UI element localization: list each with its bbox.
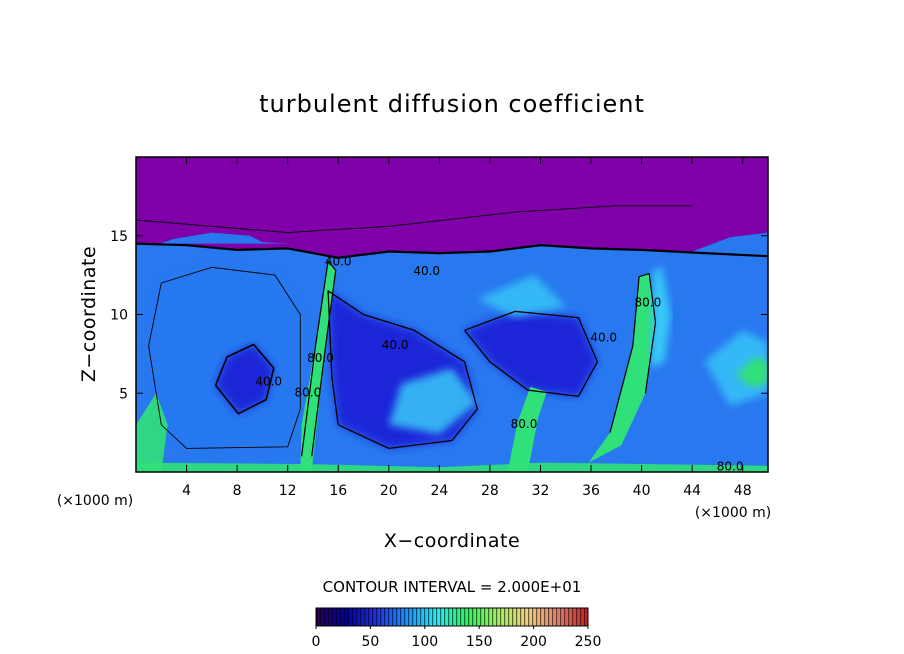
contour-label: 80.0	[717, 459, 744, 473]
x-tick-label: 12	[279, 483, 297, 499]
contour-interval: CONTOUR INTERVAL = 2.000E+01	[323, 578, 582, 596]
right-green-blob	[736, 357, 768, 387]
right-cyan	[704, 330, 768, 406]
field-shapes	[136, 232, 768, 472]
x-tick-label: 44	[683, 483, 701, 499]
x-tick-label: 16	[329, 483, 347, 499]
contour-label: 40.0	[325, 255, 352, 269]
contour-lines	[136, 205, 768, 457]
chart-title: turbulent diffusion coefficient	[259, 90, 645, 118]
colorbar-frame	[315, 607, 589, 627]
colorbar-tick-label: 100	[411, 634, 438, 650]
y-tick-label: 5	[119, 386, 128, 402]
contour-label: 40.0	[382, 338, 409, 352]
plume-left	[300, 260, 336, 472]
contour-label: 40.0	[255, 374, 282, 388]
x-tick-label: 28	[481, 483, 499, 499]
upper-patch-right	[692, 232, 768, 257]
contour-top-boundary	[136, 242, 768, 259]
x-tick-label: 48	[734, 483, 752, 499]
contour-plume-right	[609, 273, 657, 433]
central-cyan	[388, 368, 478, 435]
contour-upper-wisp	[136, 205, 693, 234]
colorbar: 0 50 100 150 200 250	[312, 607, 602, 650]
colorbar-ticks: 0 50 100 150 200 250	[312, 626, 602, 650]
ground-layer	[136, 462, 768, 472]
x-tick-label: 36	[582, 483, 600, 499]
colorbar-tick-label: 50	[361, 634, 379, 650]
contour-label: 80.0	[635, 296, 662, 310]
x-tick-label: 24	[430, 483, 448, 499]
x-tick-label: 8	[233, 483, 242, 499]
upper-patch-left	[136, 232, 288, 252]
x-unit-right: (×1000 m)	[695, 505, 771, 521]
plot-area	[136, 157, 768, 472]
contour-left-core	[214, 343, 275, 415]
x-tick-label: 4	[182, 483, 191, 499]
contour-label: 40.0	[413, 264, 440, 278]
y-axis: 5 10 15	[110, 229, 768, 402]
colorbar-tick-label: 150	[466, 634, 493, 650]
upper-cyan	[477, 275, 566, 318]
contour-label: 80.0	[307, 351, 334, 365]
colorbar-tick-label: 200	[520, 634, 547, 650]
y-tick-label: 15	[110, 229, 128, 245]
x-tick-label: 40	[633, 483, 651, 499]
left-vortex	[148, 267, 301, 449]
contour-plume-left	[301, 260, 337, 457]
x-axis: 4 8 12 16 20 24 28 32 36 40 44 48	[182, 157, 752, 499]
colorbar-tick-label: 250	[575, 634, 602, 650]
left-vortex-core	[215, 344, 274, 414]
colorbar-stripes	[316, 608, 588, 626]
x-axis-label: X−coordinate	[384, 530, 520, 552]
contour-central-vortex	[327, 290, 478, 450]
contour-labels: 40.0 40.0 40.0 40.0 40.0 80.0 80.0 80.0 80.0 80.0	[255, 255, 743, 474]
contour-label: 80.0	[295, 385, 322, 399]
plume-right	[588, 273, 656, 463]
plume-right-edge	[650, 267, 671, 369]
contour-right-vortex	[464, 310, 599, 398]
contour-left-vortex	[148, 266, 301, 449]
contour-label: 40.0	[590, 330, 617, 344]
y-tick-label: 10	[110, 308, 128, 324]
right-vortex	[464, 311, 598, 397]
x-tick-label: 32	[532, 483, 550, 499]
contour-label: 80.0	[511, 417, 538, 431]
colorbar-tick-label: 0	[312, 634, 321, 650]
x-tick-label: 20	[380, 483, 398, 499]
plume-center	[507, 386, 547, 472]
x-unit-left: (×1000 m)	[57, 493, 133, 509]
y-axis-label: Z−coordinate	[78, 246, 100, 382]
